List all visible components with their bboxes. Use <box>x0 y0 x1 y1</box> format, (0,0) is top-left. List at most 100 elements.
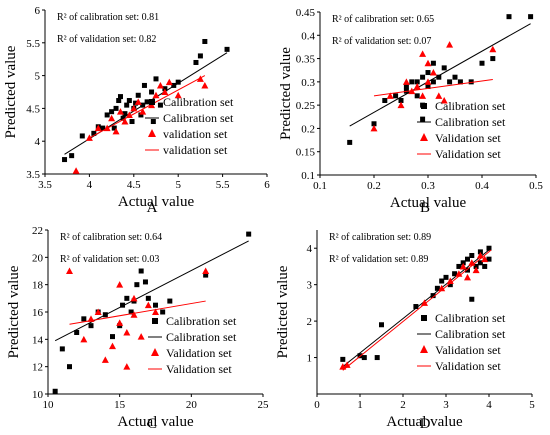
data-point <box>398 97 404 103</box>
data-point <box>490 56 496 62</box>
y-tick-label: 5.5 <box>26 38 40 50</box>
data-point <box>149 89 155 95</box>
x-tick-label: 3 <box>443 399 449 411</box>
r-squared-annotation: R² of calibration set: 0.65 <box>332 14 434 25</box>
data-point <box>486 245 492 251</box>
y-tick-label: 6 <box>35 5 41 17</box>
legend-label: Calibration set <box>163 95 234 109</box>
data-point <box>66 267 73 274</box>
fit-line <box>373 79 493 97</box>
data-point <box>120 115 126 121</box>
legend-square-swatch <box>149 99 155 105</box>
y-tick-label: 0.3 <box>301 77 315 89</box>
data-point <box>130 311 138 318</box>
data-point <box>447 282 453 288</box>
data-point <box>382 97 388 103</box>
chart-panel-B: 0.1 0.2 0.3 0.4 0.5 0.1 0.15 0.2 0.25 0.3 0.35 0.4 0… <box>278 7 543 216</box>
data-point <box>167 298 173 304</box>
data-point <box>434 285 440 291</box>
y-axis-label: Predicted value <box>6 265 22 358</box>
data-point <box>152 308 159 315</box>
data-point <box>447 79 453 85</box>
data-point <box>94 308 102 315</box>
data-point <box>144 99 150 105</box>
data-point <box>124 102 130 108</box>
x-tick-label: 0.3 <box>421 180 435 192</box>
legend-triangle-swatch <box>148 129 156 137</box>
x-tick-label: 1 <box>357 399 363 411</box>
panel-caption: D <box>420 416 431 432</box>
data-point <box>123 329 131 336</box>
data-point <box>528 14 534 20</box>
data-point <box>430 293 436 299</box>
y-tick-label: 0.35 <box>296 54 316 66</box>
data-point <box>409 79 415 85</box>
data-point <box>110 334 115 340</box>
data-point <box>69 153 75 159</box>
y-tick-label: 0.1 <box>301 170 315 182</box>
data-point <box>440 96 448 104</box>
data-point <box>111 125 117 131</box>
data-point <box>370 124 378 132</box>
data-point <box>202 267 210 274</box>
y-tick-label: 0.2 <box>301 123 315 135</box>
data-point <box>420 116 426 122</box>
data-point <box>446 41 454 48</box>
legend-label: Calibration set <box>435 99 506 113</box>
data-point <box>174 91 182 99</box>
legend-label: Calibration set <box>166 330 237 344</box>
data-point <box>153 76 159 82</box>
y-axis-label: Predicted value <box>278 47 294 140</box>
data-point <box>141 82 147 88</box>
y-tick-label: 0.4 <box>301 30 315 42</box>
data-point <box>125 111 133 118</box>
data-point <box>419 92 427 99</box>
data-point <box>465 256 470 262</box>
y-axis-label: Predicted value <box>275 265 291 358</box>
fit-line <box>342 249 492 371</box>
data-point <box>134 98 142 105</box>
data-point <box>452 74 458 80</box>
data-point <box>124 295 130 301</box>
x-axis-label: Actual value <box>390 195 467 211</box>
x-tick-label: 10 <box>43 399 55 411</box>
legend-label: Validation set <box>435 359 501 373</box>
data-point <box>424 59 432 67</box>
data-point <box>472 266 480 274</box>
r-squared-annotation: R² of validation set: 0.82 <box>57 34 156 45</box>
data-point <box>371 121 377 127</box>
y-tick-label: 4 <box>307 243 313 255</box>
legend-label: Calibration set <box>435 311 506 325</box>
legend-label: Validation set <box>435 343 501 357</box>
data-point <box>100 125 106 131</box>
data-point <box>74 330 80 335</box>
x-tick-label: 6 <box>264 179 270 191</box>
data-point <box>67 364 72 370</box>
data-point <box>108 114 116 122</box>
r-squared-annotation: R² of calibration set: 0.81 <box>57 12 159 23</box>
r-squared-annotation: R² of validation set: 0.07 <box>332 36 431 47</box>
data-point <box>126 98 132 104</box>
data-point <box>424 78 432 85</box>
data-point <box>165 78 173 86</box>
legend-label: Calibration set <box>435 115 506 129</box>
data-point <box>469 253 475 259</box>
data-point <box>430 60 436 66</box>
data-point <box>452 271 458 277</box>
data-point <box>116 319 124 326</box>
chart-panel-A: 3.5 4 4.5 5 5.5 6 3.5 4 4.5 5 5.5 6 Actual value Pred… <box>3 5 270 216</box>
data-point <box>459 262 467 270</box>
data-point <box>81 316 87 322</box>
r-squared-annotation: R² of calibration set: 0.64 <box>60 232 162 243</box>
data-point <box>479 60 485 66</box>
x-tick-label: 0.4 <box>475 180 489 192</box>
data-point <box>144 301 152 309</box>
y-tick-label: 22 <box>32 225 43 237</box>
data-point <box>175 79 181 85</box>
r-squared-annotation: R² of calibration set: 0.89 <box>329 232 431 243</box>
data-point <box>438 284 446 292</box>
x-tick-label: 15 <box>114 399 126 411</box>
data-point <box>153 302 158 308</box>
data-point <box>339 363 347 370</box>
legend: Calibration set Calibration set validation… <box>145 95 234 157</box>
